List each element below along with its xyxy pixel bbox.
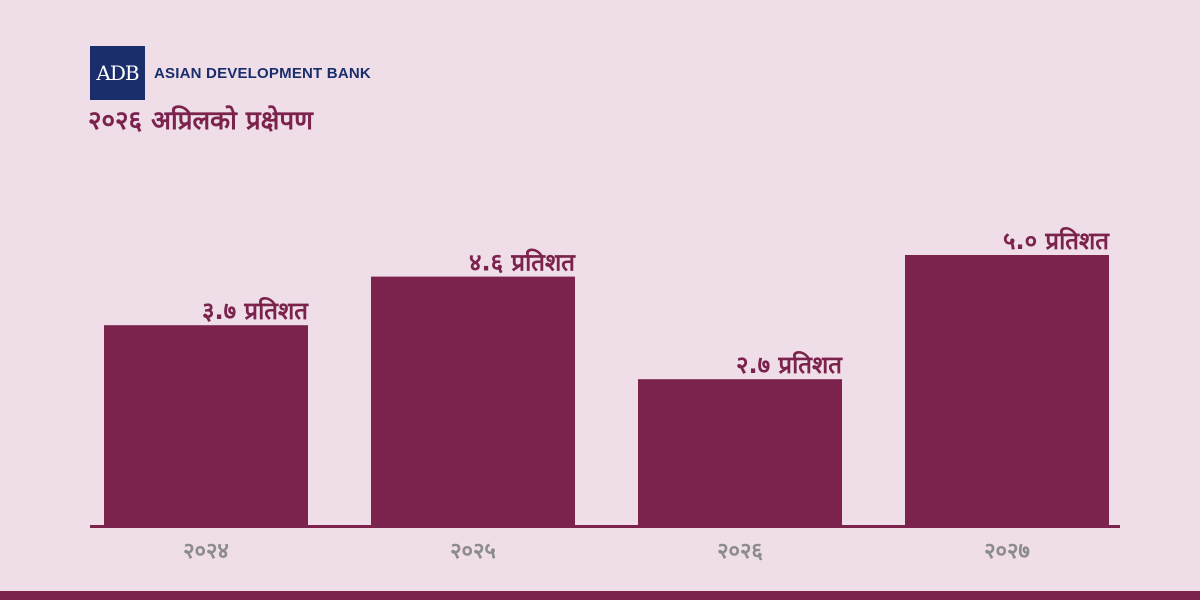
x-axis-line — [90, 525, 1120, 528]
bar-2 — [371, 276, 575, 526]
x-tick-label-4: २०२७ — [984, 539, 1030, 564]
x-tick-label-1: २०२४ — [183, 539, 229, 564]
data-label-4: ५.० प्रतिशत — [1003, 227, 1110, 255]
data-label-3: २.७ प्रतिशत — [736, 351, 843, 379]
bottom-band — [0, 591, 1200, 600]
x-tick-label-2: २०२५ — [450, 539, 496, 564]
data-label-2: ४.६ प्रतिशत — [469, 249, 576, 277]
adb-logo-name: ASIAN DEVELOPMENT BANK — [154, 64, 371, 82]
bar-1 — [104, 325, 308, 526]
bar-4 — [905, 255, 1109, 526]
adb-logo-mark: ADB — [90, 46, 145, 100]
chart-title: २०२६ अप्रिलको प्रक्षेपण — [88, 106, 313, 136]
data-label-1: ३.७ प्रतिशत — [202, 297, 309, 325]
bar-3 — [638, 379, 842, 526]
adb-logo: ADB ASIAN DEVELOPMENT BANK — [90, 46, 371, 100]
x-tick-label-3: २०२६ — [717, 539, 763, 564]
